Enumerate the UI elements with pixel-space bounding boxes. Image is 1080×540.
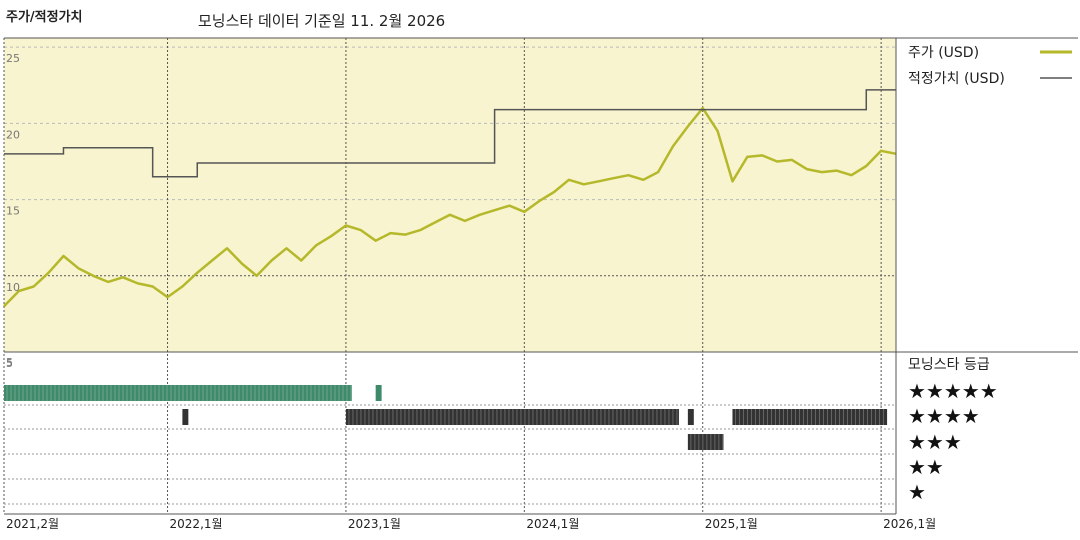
legend-label: 적정가치 (USD): [908, 71, 1005, 87]
axes: 5 10 15 20 25 2021,2월 2022,1월 2023,1월 2024,1월 202…: [4, 37, 1078, 531]
rating-segment-4-star: [182, 409, 189, 425]
rating-segment-4-star: [732, 409, 888, 425]
rating-segment-4-star: [687, 409, 694, 425]
x-tick-label: 2026,1월: [883, 517, 936, 531]
y-tick-label: 5: [6, 357, 13, 370]
legend-label: 주가 (USD): [908, 45, 979, 61]
chart-title: 주가/적정가치: [6, 10, 83, 25]
rating-stars-4: ★★★★: [908, 404, 980, 428]
data-date-subtitle: 모닝스타 데이터 기준일 11. 2월 2026: [198, 12, 446, 30]
x-tick-label: 2023,1월: [348, 517, 401, 531]
y-tick-label: 5: [6, 356, 13, 369]
fair-value-line: [4, 89, 896, 178]
y-tick-label: 15: [6, 205, 20, 218]
rating-segment-3-star: [687, 434, 724, 450]
x-tick-label: 2021,2월: [6, 517, 59, 531]
x-tick-label: 2022,1월: [170, 517, 223, 531]
series-layer: [3, 89, 897, 308]
y-tick-label: 25: [6, 52, 20, 65]
price-panel: [4, 38, 896, 352]
rating-stars-5: ★★★★★: [908, 379, 998, 403]
y-tick-label: 20: [6, 128, 20, 141]
rating-segment-5-star: [375, 385, 382, 401]
grid: [3, 38, 896, 514]
rating-panel: [4, 385, 888, 450]
price-panel-background: [4, 38, 896, 352]
rating-title: 모닝스타 등급: [908, 357, 990, 373]
legend: 주가 (USD)적정가치 (USD)모닝스타 등급★★★★★★★★★★★★★★★: [908, 45, 1072, 504]
rating-stars-1: ★: [908, 480, 926, 504]
y-tick-label: 10: [6, 281, 20, 294]
rating-segment-5-star: [4, 385, 352, 401]
x-tick-label: 2025,1월: [705, 517, 758, 531]
rating-stars-3: ★★★: [908, 430, 962, 454]
rating-stars-2: ★★: [908, 455, 944, 479]
x-tick-label: 2024,1월: [526, 517, 579, 531]
rating-segment-4-star: [345, 409, 679, 425]
price-line: [3, 106, 897, 308]
